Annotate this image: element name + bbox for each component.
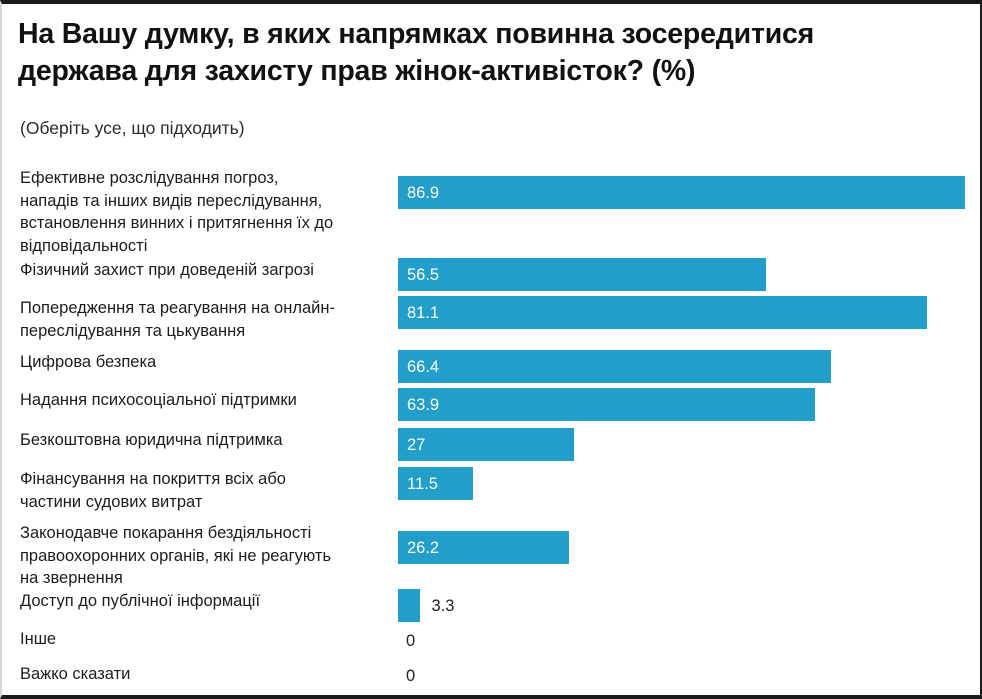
chart-inner: На Вашу думку, в яких напрямках повинна … <box>2 4 978 695</box>
bar-value-label: 3.3 <box>431 596 455 615</box>
category-label: Фізичний захист при доведеній загрозі <box>20 259 386 282</box>
category-label-line: правоохоронних органів, які не реагують <box>20 546 332 565</box>
bar-value-label: 63.9 <box>407 395 440 414</box>
bar: 66.4 <box>398 350 831 383</box>
category-label-line: відповідальності <box>20 236 148 255</box>
category-label-line: на звернення <box>20 569 123 587</box>
category-label: Безкоштовна юридична підтримка <box>20 429 386 452</box>
category-label-line: переслідування та цькування <box>20 321 246 340</box>
category-label-line: Цифрова безпека <box>20 353 157 371</box>
bar-value-label: 66.4 <box>407 357 440 376</box>
category-label: Надання психосоціальної підтримки <box>20 389 386 412</box>
bar: 63.9 <box>398 388 815 421</box>
bar-value-label: 56.5 <box>407 265 440 284</box>
bar: 86.9 <box>398 176 965 209</box>
category-label-line: частини судових витрат <box>20 492 203 511</box>
bar-value-label: 27 <box>407 435 426 454</box>
bar <box>398 589 420 622</box>
category-label-line: Законодавче покарання бездіяльності <box>20 524 312 542</box>
bar: 56.5 <box>398 258 767 291</box>
category-label: Законодавче покарання бездіяльності право… <box>20 522 386 590</box>
category-label-line: Надання психосоціальної підтримки <box>20 391 297 409</box>
bar-value-label: 0 <box>406 667 416 685</box>
category-label-line: Безкоштовна юридична підтримка <box>20 431 283 449</box>
bar-chart: Ефективне розслідування погроз, нападів т… <box>2 154 978 695</box>
category-label-line: Фізичний захист при доведеній загрозі <box>20 261 314 279</box>
bar-value-label: 81.1 <box>407 303 440 322</box>
category-label: Фінансування на покриття всіх або частини… <box>20 468 386 513</box>
page-title: На Вашу думку, в яких напрямках повинна … <box>18 16 958 90</box>
category-label: Інше <box>20 628 386 651</box>
category-label-line: нападів та інших видів переслідування, <box>20 191 323 210</box>
bar: 11.5 <box>398 467 473 500</box>
category-label: Ефективне розслідування погроз, нападів т… <box>20 167 386 257</box>
bar-value-label: 0 <box>406 632 416 650</box>
category-label: Цифрова безпека <box>20 351 386 374</box>
bar: 26.2 <box>398 531 569 564</box>
category-label: Доступ до публічної інформації <box>20 590 386 613</box>
bar-value-label: 11.5 <box>407 474 438 493</box>
bar-value-label: 26.2 <box>407 538 440 557</box>
bar: 81.1 <box>398 296 927 329</box>
bar: 27 <box>398 428 575 461</box>
category-label: Важко сказати <box>20 663 386 686</box>
category-label-line: встановлення винних і притягнення їх до <box>20 214 334 232</box>
category-label-line: Інше <box>20 630 57 648</box>
category-label-line: Ефективне розслідування погроз, <box>20 169 279 187</box>
page-title-line-1: На Вашу думку, в яких напрямках повинна … <box>18 18 815 50</box>
category-label-line: Фінансування на покриття всіх або <box>20 470 286 488</box>
page-subtitle: (Оберіть усе, що підходить) <box>20 118 245 138</box>
page-title-line-2: держава для захисту прав жінок-активісто… <box>18 55 696 87</box>
category-label-line: Попередження та реагування на онлайн- <box>20 299 335 317</box>
category-label-line: Доступ до публічної інформації <box>20 592 261 610</box>
category-label-line: Важко сказати <box>20 665 131 683</box>
bar-value-label: 86.9 <box>407 183 440 202</box>
category-label: Попередження та реагування на онлайн-пер… <box>20 297 386 342</box>
